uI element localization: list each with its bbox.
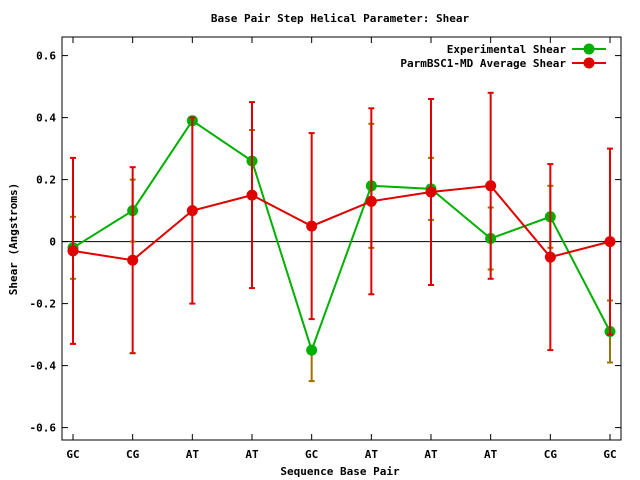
data-point [604,236,616,248]
legend-label: ParmBSC1-MD Average Shear [400,57,566,70]
x-tick-label: GC [603,448,616,461]
y-tick-label: -0.4 [30,360,57,373]
y-axis-label: Shear (Angstroms) [7,183,20,296]
data-point [306,344,318,356]
data-point [67,245,79,257]
y-tick-label: 0.6 [36,50,56,63]
series-line [72,119,611,354]
data-point [186,205,198,217]
chart-title: Base Pair Step Helical Parameter: Shear [211,12,470,25]
data-point [306,220,318,232]
x-tick-label: AT [186,448,200,461]
y-tick-label: 0 [49,236,56,249]
legend-marker [583,43,595,55]
data-point [425,186,437,198]
data-point [365,195,377,207]
data-point [544,251,556,263]
x-tick-label: AT [245,448,259,461]
series-line [72,184,611,262]
data-point [485,180,497,192]
x-tick-label: AT [424,448,438,461]
x-tick-label: CG [544,448,558,461]
data-point [246,189,258,201]
y-tick-label: 0.4 [36,112,56,125]
legend-label: Experimental Shear [447,43,567,56]
x-axis-label: Sequence Base Pair [280,465,400,478]
plot-frame [61,36,622,441]
x-tick-label: GC [305,448,318,461]
x-tick-label: GC [66,448,79,461]
x-tick-label: AT [484,448,498,461]
y-tick-label: -0.2 [30,298,57,311]
series-layer [67,91,616,383]
x-axis: GC CG AT AT GC AT AT AT CG GC [66,37,617,461]
series-1 [67,91,616,355]
x-tick-label: CG [126,448,140,461]
y-tick-label: 0.2 [36,174,56,187]
legend-marker [583,57,595,69]
data-point [127,254,139,266]
series-0 [67,115,616,383]
x-tick-label: AT [365,448,379,461]
y-tick-label: -0.6 [30,422,57,435]
